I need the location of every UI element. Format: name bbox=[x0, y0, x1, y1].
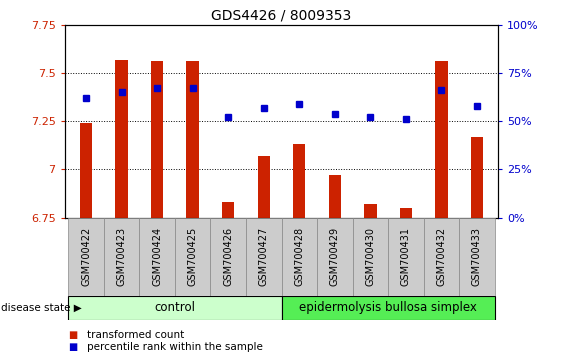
Text: GSM700432: GSM700432 bbox=[436, 227, 446, 286]
Bar bbox=[257, 156, 270, 218]
Text: transformed count: transformed count bbox=[87, 330, 185, 339]
Bar bbox=[471, 137, 483, 218]
Bar bbox=[293, 144, 306, 218]
Text: GSM700429: GSM700429 bbox=[330, 227, 340, 286]
Text: ■: ■ bbox=[69, 330, 78, 339]
Text: GSM700423: GSM700423 bbox=[117, 227, 127, 286]
Bar bbox=[115, 59, 128, 218]
Text: GDS4426 / 8009353: GDS4426 / 8009353 bbox=[211, 9, 352, 23]
Bar bbox=[151, 62, 163, 218]
Bar bbox=[364, 204, 377, 218]
FancyBboxPatch shape bbox=[282, 296, 495, 320]
FancyBboxPatch shape bbox=[104, 218, 140, 296]
FancyBboxPatch shape bbox=[459, 218, 495, 296]
Text: GSM700427: GSM700427 bbox=[259, 227, 269, 286]
Text: epidermolysis bullosa simplex: epidermolysis bullosa simplex bbox=[299, 302, 477, 314]
Bar bbox=[186, 62, 199, 218]
Bar bbox=[435, 62, 448, 218]
Text: GSM700431: GSM700431 bbox=[401, 227, 411, 286]
Text: GSM700426: GSM700426 bbox=[223, 227, 233, 286]
FancyBboxPatch shape bbox=[175, 218, 211, 296]
Bar bbox=[222, 202, 234, 218]
Text: control: control bbox=[154, 302, 195, 314]
Text: GSM700433: GSM700433 bbox=[472, 227, 482, 286]
FancyBboxPatch shape bbox=[211, 218, 246, 296]
Text: GSM700422: GSM700422 bbox=[81, 227, 91, 286]
FancyBboxPatch shape bbox=[423, 218, 459, 296]
Text: percentile rank within the sample: percentile rank within the sample bbox=[87, 342, 263, 352]
FancyBboxPatch shape bbox=[68, 218, 104, 296]
FancyBboxPatch shape bbox=[317, 218, 352, 296]
FancyBboxPatch shape bbox=[352, 218, 388, 296]
FancyBboxPatch shape bbox=[140, 218, 175, 296]
Text: GSM700425: GSM700425 bbox=[187, 227, 198, 286]
Text: disease state ▶: disease state ▶ bbox=[1, 303, 81, 313]
Bar bbox=[329, 175, 341, 218]
FancyBboxPatch shape bbox=[68, 296, 282, 320]
Bar bbox=[80, 123, 92, 218]
FancyBboxPatch shape bbox=[246, 218, 282, 296]
Text: GSM700430: GSM700430 bbox=[365, 227, 376, 286]
Text: GSM700428: GSM700428 bbox=[294, 227, 304, 286]
FancyBboxPatch shape bbox=[282, 218, 317, 296]
Text: GSM700424: GSM700424 bbox=[152, 227, 162, 286]
Bar bbox=[400, 208, 412, 218]
Text: ■: ■ bbox=[69, 342, 78, 352]
FancyBboxPatch shape bbox=[388, 218, 423, 296]
